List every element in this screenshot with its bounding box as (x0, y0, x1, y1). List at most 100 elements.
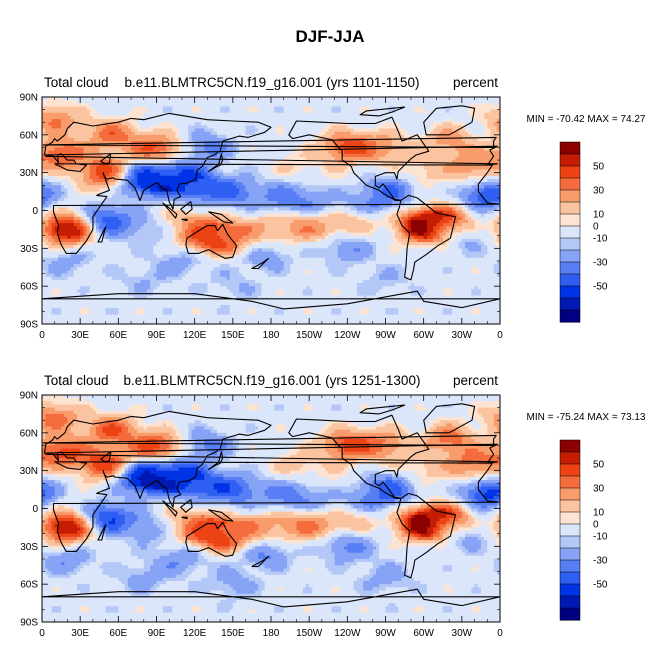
field-cell (207, 106, 211, 110)
field-cell (372, 97, 377, 101)
field-cell (197, 169, 202, 174)
field-cell (191, 166, 196, 170)
field-cell (150, 156, 154, 161)
field-cell (42, 156, 46, 161)
field-cell (166, 106, 170, 110)
field-cell (51, 163, 56, 167)
field-cell (207, 188, 211, 192)
field-cell (229, 160, 234, 164)
field-cell (391, 115, 396, 120)
field-cell (42, 115, 46, 120)
field-cell (407, 106, 412, 110)
field-cell (207, 115, 211, 120)
field-cell (299, 128, 304, 133)
field-cell (188, 175, 192, 180)
field-cell (490, 131, 494, 136)
field-cell (318, 160, 323, 164)
field-cell (356, 112, 361, 117)
field-cell (328, 188, 332, 192)
field-cell (232, 182, 237, 186)
field-cell (226, 106, 230, 110)
field-cell (477, 175, 482, 180)
field-cell (194, 194, 199, 199)
field-cell (242, 106, 246, 110)
field-cell (455, 172, 459, 177)
field-cell (255, 172, 259, 177)
field-cell (185, 115, 189, 120)
field-cell (331, 153, 335, 158)
field-cell (236, 178, 240, 183)
field-cell (455, 178, 459, 183)
field-cell (178, 109, 183, 114)
field-cell (258, 112, 262, 117)
field-cell (487, 178, 491, 183)
field-cell (204, 169, 208, 174)
field-cell (204, 106, 208, 110)
field-cell (61, 106, 65, 110)
field-cell (340, 194, 345, 199)
field-cell (261, 172, 265, 177)
field-cell (166, 134, 170, 139)
field-cell (166, 112, 170, 117)
field-cell (305, 122, 310, 126)
field-cell (395, 178, 399, 183)
field-cell (321, 185, 326, 189)
field-cell (430, 103, 434, 107)
field-cell (201, 134, 205, 139)
field-cell (363, 119, 367, 123)
field-cell (188, 178, 192, 183)
field-cell (340, 125, 345, 129)
field-cell (223, 204, 227, 208)
field-cell (204, 147, 208, 151)
field-cell (191, 109, 196, 114)
field-cell (474, 194, 479, 199)
field-cell (251, 194, 256, 199)
field-cell (80, 201, 84, 205)
field-cell (493, 201, 498, 205)
field-cell (305, 119, 310, 123)
field-cell (296, 194, 300, 199)
field-cell (430, 115, 434, 120)
field-cell (134, 115, 138, 120)
field-cell (67, 122, 71, 126)
field-cell (382, 128, 386, 133)
field-cell (490, 141, 494, 145)
field-cell (414, 106, 418, 110)
field-cell (96, 201, 100, 205)
field-cell (146, 197, 151, 202)
field-cell (245, 204, 250, 208)
field-cell (245, 172, 250, 177)
field-cell (92, 115, 97, 120)
field-cell (293, 160, 297, 164)
field-cell (305, 172, 310, 177)
field-cell (267, 188, 272, 192)
field-cell (248, 150, 253, 155)
field-cell (83, 103, 87, 107)
field-cell (449, 197, 453, 202)
field-cell (201, 131, 205, 136)
field-cell (277, 175, 281, 180)
field-cell (286, 100, 291, 104)
field-cell (496, 122, 500, 126)
field-cell (449, 182, 453, 186)
field-cell (360, 128, 364, 133)
field-cell (191, 119, 196, 123)
field-cell (258, 150, 262, 155)
field-cell (484, 156, 488, 161)
field-cell (89, 169, 94, 174)
field-cell (350, 150, 355, 155)
field-cell (290, 147, 294, 151)
field-cell (80, 156, 84, 161)
field-cell (76, 119, 81, 123)
field-cell (127, 106, 132, 110)
field-cell (401, 150, 405, 155)
field-cell (426, 103, 431, 107)
field-cell (245, 197, 250, 202)
field-cell (48, 122, 52, 126)
field-cell (382, 100, 386, 104)
field-cell (61, 188, 65, 192)
field-cell (337, 106, 342, 110)
field-cell (48, 119, 52, 123)
field-cell (162, 119, 167, 123)
field-cell (407, 172, 412, 177)
